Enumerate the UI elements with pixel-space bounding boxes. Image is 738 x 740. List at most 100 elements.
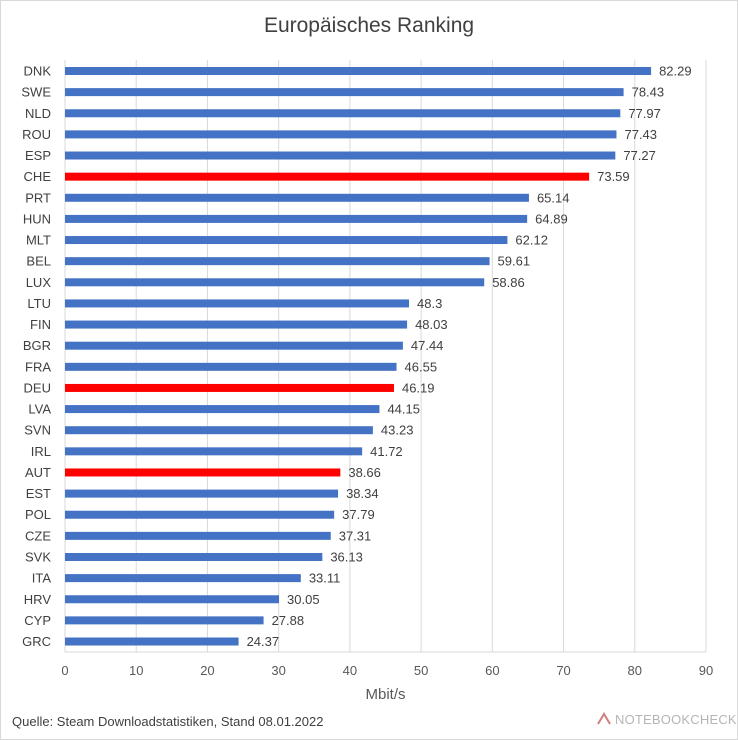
bar <box>65 616 264 625</box>
data-label: 59.61 <box>498 254 531 269</box>
bar <box>65 447 363 456</box>
y-tick-label: DEU <box>24 380 51 395</box>
data-label: 46.19 <box>402 380 435 395</box>
data-label: 78.43 <box>632 85 665 100</box>
source-note: Quelle: Steam Downloadstatistiken, Stand… <box>12 714 324 729</box>
y-tick-label: LVA <box>28 402 51 417</box>
chart-title: Europäisches Ranking <box>263 14 475 37</box>
y-tick-label: IRL <box>31 444 51 459</box>
y-tick-label: ITA <box>32 571 52 586</box>
data-label: 38.66 <box>348 465 381 480</box>
data-label: 73.59 <box>597 169 630 184</box>
data-label: 82.29 <box>659 64 692 79</box>
bar <box>65 341 403 350</box>
bar <box>65 130 617 139</box>
y-tick-label: BGR <box>23 338 51 353</box>
y-tick-label: CZE <box>25 528 51 543</box>
bar <box>65 151 616 160</box>
y-tick-label: POL <box>25 507 51 522</box>
bar <box>65 531 331 540</box>
x-tick-label: 60 <box>485 663 499 678</box>
y-tick-label: EST <box>26 486 51 501</box>
y-tick-label: DNK <box>24 64 52 79</box>
data-label: 48.3 <box>417 296 442 311</box>
watermark: NOTEBOOKCHECK <box>596 711 737 727</box>
bar <box>65 362 397 371</box>
y-tick-label: SWE <box>21 85 51 100</box>
x-tick-label: 30 <box>271 663 285 678</box>
watermark-text: NOTEBOOKCHECK <box>615 711 737 727</box>
bar-highlighted <box>65 383 394 392</box>
bar-highlighted <box>65 172 590 181</box>
notebookcheck-logo-icon <box>597 712 611 725</box>
data-label: 41.72 <box>370 444 403 459</box>
data-label: 33.11 <box>309 571 341 586</box>
x-tick-label: 0 <box>61 663 68 678</box>
y-tick-label: CHE <box>24 169 52 184</box>
y-tick-label: LTU <box>27 296 51 311</box>
bar <box>65 595 280 604</box>
y-tick-label: ESP <box>25 148 51 163</box>
data-label: 37.79 <box>342 507 375 522</box>
data-label: 30.05 <box>287 592 320 607</box>
x-tick-label: 20 <box>200 663 214 678</box>
y-tick-label: HRV <box>24 592 52 607</box>
data-label: 46.55 <box>405 359 438 374</box>
x-tick-label: 40 <box>343 663 357 678</box>
x-tick-label: 70 <box>556 663 570 678</box>
bar-highlighted <box>65 468 341 477</box>
data-label: 58.86 <box>492 275 525 290</box>
y-tick-label: PRT <box>25 190 51 205</box>
y-tick-label: CYP <box>24 613 51 628</box>
data-label: 65.14 <box>537 190 570 205</box>
bar <box>65 257 490 266</box>
bar <box>65 214 528 223</box>
data-label: 77.97 <box>628 106 661 121</box>
y-tick-label: ROU <box>22 127 51 142</box>
bar <box>65 320 408 329</box>
data-label: 37.31 <box>339 528 372 543</box>
data-label: 27.88 <box>272 613 305 628</box>
bar <box>65 405 380 414</box>
y-tick-label: GRC <box>22 634 51 649</box>
x-axis-title: Mbit/s <box>365 686 405 703</box>
bar <box>65 489 339 498</box>
bar <box>65 552 323 561</box>
bar <box>65 109 621 118</box>
data-label: 77.43 <box>624 127 657 142</box>
bar <box>65 574 301 583</box>
data-label: 36.13 <box>330 549 363 564</box>
bar <box>65 510 335 519</box>
bar <box>65 278 485 287</box>
y-tick-label: MLT <box>26 233 51 248</box>
data-label: 62.12 <box>515 233 548 248</box>
x-tick-label: 10 <box>129 663 143 678</box>
y-tick-label: SVN <box>24 423 51 438</box>
bar <box>65 67 652 75</box>
data-label: 24.37 <box>247 634 280 649</box>
y-tick-label: HUN <box>23 211 51 226</box>
data-label: 48.03 <box>415 317 448 332</box>
bar <box>65 88 624 97</box>
y-tick-label: BEL <box>26 254 51 269</box>
x-tick-label: 90 <box>699 663 713 678</box>
x-tick-label: 50 <box>414 663 428 678</box>
bar <box>65 299 410 308</box>
bar <box>65 426 373 435</box>
bar <box>65 637 239 646</box>
y-tick-label: FRA <box>25 359 51 374</box>
y-tick-label: SVK <box>25 549 51 564</box>
y-tick-label: NLD <box>25 106 51 121</box>
data-label: 47.44 <box>411 338 444 353</box>
x-tick-label: 80 <box>628 663 642 678</box>
data-label: 77.27 <box>623 148 656 163</box>
y-tick-label: AUT <box>25 465 51 480</box>
data-label: 44.15 <box>387 402 420 417</box>
data-label: 64.89 <box>535 211 568 226</box>
bar <box>65 193 529 202</box>
y-tick-label: LUX <box>26 275 52 290</box>
bar <box>65 236 508 245</box>
data-label: 43.23 <box>381 423 414 438</box>
data-label: 38.34 <box>346 486 379 501</box>
